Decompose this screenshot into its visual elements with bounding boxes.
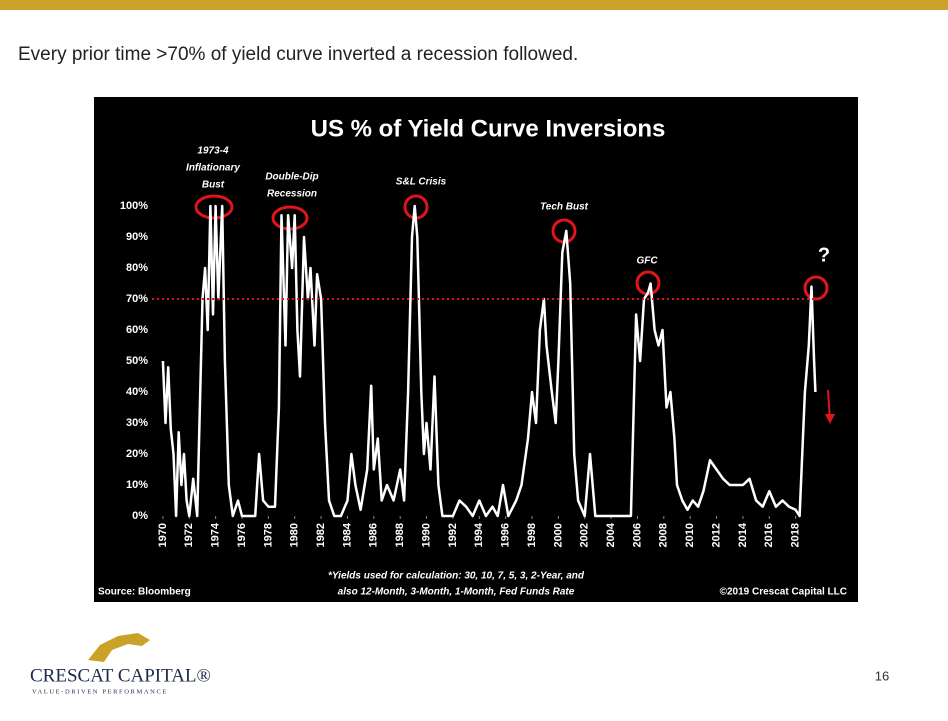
x-tick-label: 2012 — [710, 523, 722, 547]
x-tick-label: 1972 — [183, 523, 195, 547]
annotation: Tech Bust — [540, 202, 589, 213]
y-tick-label: 70% — [126, 293, 148, 305]
y-tick-label: 0% — [132, 510, 148, 522]
annotation: Double-Dip — [265, 172, 318, 183]
y-tick-label: 100% — [120, 200, 148, 212]
x-tick-label: 1984 — [341, 522, 353, 547]
x-tick-label: 2006 — [631, 523, 643, 547]
annotation: S&L Crisis — [396, 177, 447, 188]
source: Source: Bloomberg — [98, 587, 191, 598]
footnote: *Yields used for calculation: 30, 10, 7,… — [328, 571, 585, 582]
x-tick-label: 1980 — [289, 523, 301, 547]
footnote: also 12-Month, 3-Month, 1-Month, Fed Fun… — [338, 587, 575, 598]
x-tick-label: 1992 — [447, 523, 459, 547]
x-tick-label: 2018 — [790, 523, 802, 547]
x-tick-label: 2000 — [552, 523, 564, 547]
x-tick-label: 2008 — [658, 523, 670, 547]
y-tick-label: 20% — [126, 448, 148, 460]
annotation: 1973-4 — [197, 146, 229, 157]
page-number: 16 — [875, 668, 889, 683]
annotation: Bust — [202, 180, 225, 191]
slide-heading: Every prior time >70% of yield curve inv… — [18, 44, 578, 65]
x-tick-label: 1988 — [394, 523, 406, 547]
x-tick-label: 2010 — [684, 523, 696, 547]
y-tick-label: 10% — [126, 479, 148, 491]
x-tick-label: 1996 — [500, 523, 512, 547]
top-bar — [0, 0, 948, 10]
x-tick-label: 1998 — [526, 523, 538, 547]
y-tick-label: 80% — [126, 262, 148, 274]
y-tick-label: 40% — [126, 386, 148, 398]
series-line — [161, 204, 817, 518]
arrow-head — [825, 414, 835, 424]
logo: CRESCAT CAPITAL® VALUE-DRIVEN PERFORMANC… — [30, 633, 211, 695]
chart-title: US % of Yield Curve Inversions — [311, 115, 666, 142]
x-tick-label: 2014 — [737, 522, 749, 547]
highlight-circle — [803, 275, 829, 301]
annotation: Inflationary — [186, 163, 240, 174]
x-tick-label: 2016 — [763, 523, 775, 547]
y-tick-label: 30% — [126, 417, 148, 429]
x-tick-label: 2004 — [605, 522, 617, 547]
logo-tagline: VALUE-DRIVEN PERFORMANCE — [32, 688, 168, 695]
x-tick-label: 1970 — [157, 523, 169, 547]
x-tick-label: 1974 — [210, 522, 222, 547]
chart-panel — [94, 97, 858, 602]
x-tick-label: 1994 — [473, 522, 485, 547]
y-tick-label: 90% — [126, 231, 148, 243]
annotation: Recession — [267, 189, 317, 200]
x-tick-label: 1976 — [236, 523, 248, 547]
annotation: ? — [818, 244, 830, 266]
x-tick-label: 2002 — [579, 523, 591, 547]
x-tick-label: 1990 — [420, 523, 432, 547]
logo-mark — [88, 633, 150, 662]
y-tick-label: 60% — [126, 324, 148, 336]
x-tick-label: 1978 — [262, 523, 274, 547]
highlight-circle — [194, 194, 234, 220]
annotation: GFC — [636, 256, 658, 267]
copyright: ©2019 Crescat Capital LLC — [720, 587, 847, 598]
x-tick-label: 1986 — [368, 523, 380, 547]
logo-name: CRESCAT CAPITAL® — [30, 665, 211, 686]
y-tick-label: 50% — [126, 355, 148, 367]
x-tick-label: 1982 — [315, 523, 327, 547]
